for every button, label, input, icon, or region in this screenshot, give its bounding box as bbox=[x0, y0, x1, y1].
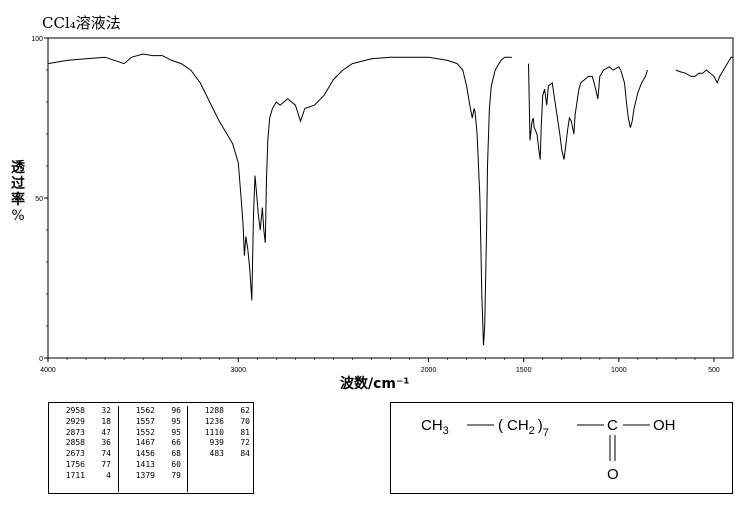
ch2-text: CH bbox=[507, 417, 529, 434]
peak-transmittance: 70 bbox=[240, 416, 250, 426]
peak-row: 1110 81 bbox=[188, 428, 255, 439]
peak-wavenumber: 2958 bbox=[65, 406, 85, 415]
peak-transmittance: 96 bbox=[171, 406, 181, 415]
peak-row: 2958 32 bbox=[49, 406, 117, 417]
x-tick-label: 2000 bbox=[421, 367, 437, 374]
x-tick-label: 500 bbox=[708, 367, 720, 374]
peak-row: 1562 96 bbox=[119, 406, 187, 417]
peak-row: 2873 47 bbox=[49, 428, 117, 439]
peak-row: 1467 66 bbox=[119, 438, 187, 449]
peak-wavenumber: 1413 bbox=[135, 459, 155, 469]
peak-wavenumber: 1110 bbox=[204, 427, 224, 437]
peak-row: 2929 18 bbox=[49, 417, 117, 428]
peak-row: 1711 4 bbox=[49, 471, 117, 482]
ch3-subscript: 3 bbox=[443, 425, 449, 437]
x-axis-label: 波数/cm⁻¹ bbox=[340, 376, 410, 392]
peak-wavenumber: 2929 bbox=[65, 416, 85, 426]
y-axis-label-char: % bbox=[11, 208, 25, 224]
peak-transmittance: 62 bbox=[240, 406, 250, 415]
peak-transmittance: 72 bbox=[240, 438, 250, 448]
y-tick-label: 100 bbox=[31, 36, 43, 43]
ch3-group: CH3 bbox=[421, 417, 449, 437]
peak-wavenumber: 1236 bbox=[204, 416, 224, 426]
spectrum-line bbox=[675, 56, 733, 85]
peak-wavenumber: 1711 bbox=[65, 470, 85, 480]
peak-wavenumber: 1756 bbox=[65, 459, 85, 469]
peak-table-column: 1288 62 1236 70 1110 81 939 72 483 84 bbox=[187, 406, 255, 492]
peak-transmittance: 36 bbox=[101, 438, 111, 448]
y-axis-label-char: 过 bbox=[11, 176, 25, 192]
peak-wavenumber: 1288 bbox=[204, 406, 224, 415]
peak-row: 1236 70 bbox=[188, 417, 255, 428]
x-tick-label: 3000 bbox=[230, 367, 246, 374]
peak-wavenumber: 1552 bbox=[135, 427, 155, 437]
x-tick-label: 4000 bbox=[40, 367, 56, 374]
peak-row: 1413 60 bbox=[119, 460, 187, 471]
peak-wavenumber: 1456 bbox=[135, 449, 155, 459]
peak-wavenumber: 483 bbox=[209, 449, 224, 459]
peak-transmittance: 77 bbox=[101, 459, 111, 469]
peak-transmittance: 32 bbox=[101, 406, 111, 415]
peak-transmittance: 74 bbox=[101, 449, 111, 459]
peak-table-column: 1562 96 1557 95 1552 95 1467 66 1456 68 1413 60 1379… bbox=[118, 406, 187, 492]
peak-wavenumber: 939 bbox=[209, 438, 224, 448]
peak-row: 1557 95 bbox=[119, 417, 187, 428]
x-tick-label: 1000 bbox=[611, 367, 627, 374]
peak-transmittance: 84 bbox=[240, 449, 250, 459]
peak-table: 2958 32 2929 18 2873 47 2858 36 2673 74 1756 77 1711… bbox=[48, 402, 254, 494]
paren-close: ) bbox=[538, 417, 543, 434]
peak-wavenumber: 1557 bbox=[135, 416, 155, 426]
peak-wavenumber: 2858 bbox=[65, 438, 85, 448]
spectrum-line bbox=[47, 53, 512, 346]
peak-wavenumber: 1467 bbox=[135, 438, 155, 448]
ch2-group: (CH2)7 bbox=[498, 417, 549, 439]
plot-frame bbox=[47, 37, 734, 359]
peak-wavenumber: 1379 bbox=[135, 470, 155, 480]
carbonyl-oxygen: O bbox=[607, 466, 619, 483]
peak-row: 1379 79 bbox=[119, 471, 187, 482]
peak-row: 2858 36 bbox=[49, 438, 117, 449]
y-axis-label-char: 率 bbox=[11, 192, 25, 208]
peak-row: 939 72 bbox=[188, 438, 255, 449]
y-axis-label-char: 透 bbox=[11, 160, 25, 176]
peak-row: 1552 95 bbox=[119, 428, 187, 439]
ch2-subscript: 2 bbox=[529, 425, 535, 437]
peak-transmittance: 60 bbox=[171, 459, 181, 469]
peak-table-column: 2958 32 2929 18 2873 47 2858 36 2673 74 1756 77 1711… bbox=[49, 406, 117, 482]
peak-row: 1456 68 bbox=[119, 449, 187, 460]
peak-row: 1756 77 bbox=[49, 460, 117, 471]
chart-title: CCl₄溶液法 bbox=[42, 14, 121, 32]
hydroxyl-group: OH bbox=[653, 417, 676, 434]
peak-row: 2673 74 bbox=[49, 449, 117, 460]
structure-box: CH3 (CH2)7 C OH O bbox=[390, 402, 733, 494]
y-tick-label: 50 bbox=[35, 196, 43, 203]
x-tick-label: 1500 bbox=[516, 367, 532, 374]
peak-transmittance: 95 bbox=[171, 416, 181, 426]
peak-transmittance: 95 bbox=[171, 427, 181, 437]
spectrum-line bbox=[528, 63, 648, 160]
peak-transmittance: 68 bbox=[171, 449, 181, 459]
carbonyl-carbon: C bbox=[607, 417, 618, 434]
peak-wavenumber: 1562 bbox=[135, 406, 155, 415]
peak-transmittance: 18 bbox=[101, 416, 111, 426]
peak-transmittance: 66 bbox=[171, 438, 181, 448]
structural-formula: CH3 (CH2)7 C OH O bbox=[421, 417, 676, 483]
repeat-count: 7 bbox=[543, 427, 549, 439]
ch3-text: CH bbox=[421, 417, 443, 434]
peak-wavenumber: 2873 bbox=[65, 427, 85, 437]
peak-wavenumber: 2673 bbox=[65, 449, 85, 459]
peak-transmittance: 47 bbox=[101, 427, 111, 437]
ir-spectrum-chart: 4000 3000 2000 1500 1000 500 0 50 100 bbox=[31, 36, 734, 374]
y-axis-label: 透 过 率 % bbox=[9, 160, 27, 224]
peak-transmittance: 4 bbox=[106, 470, 111, 480]
peak-row: 1288 62 bbox=[188, 406, 255, 417]
peak-transmittance: 79 bbox=[171, 470, 181, 480]
peak-transmittance: 81 bbox=[240, 427, 250, 437]
peak-row: 483 84 bbox=[188, 449, 255, 460]
paren-open: ( bbox=[498, 417, 503, 434]
y-tick-label: 0 bbox=[39, 356, 43, 363]
